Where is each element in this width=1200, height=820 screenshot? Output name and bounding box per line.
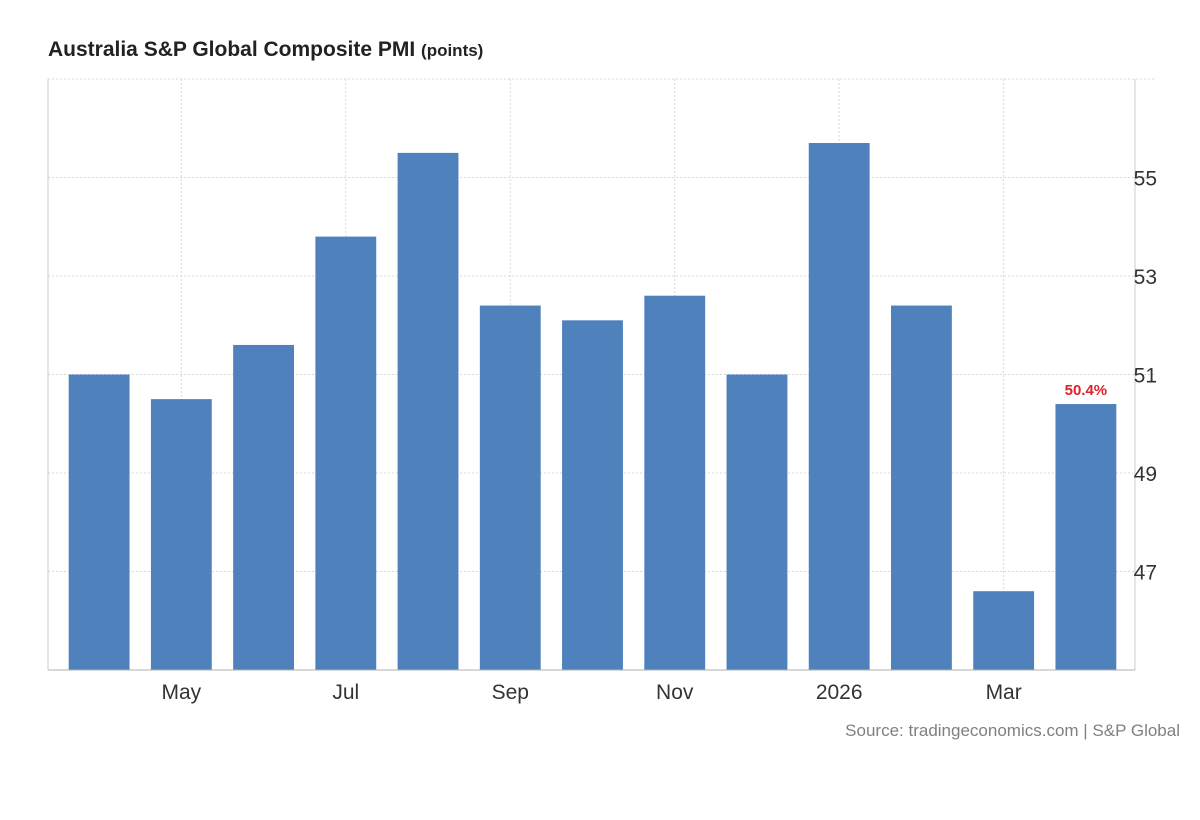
bar-2025-08[interactable] [397, 152, 459, 671]
y-tick-label: 49 [1134, 463, 1157, 486]
y-tick-label: 51 [1134, 365, 1157, 388]
y-tick-label: 55 [1134, 168, 1157, 191]
chart-title-text: Australia S&P Global Composite PMI [48, 38, 416, 61]
y-tick-label: 47 [1134, 562, 1157, 585]
bar-2025-09[interactable] [479, 305, 541, 670]
x-tick-label: Sep [492, 681, 529, 704]
labels: 47 49 51 53 55 May Jul Sep Nov 2026 Mar 50.4% [162, 168, 1157, 705]
bars [68, 143, 1117, 671]
chart-title: Australia S&P Global Composite PMI (poin… [48, 38, 483, 62]
bar-2025-12[interactable] [726, 374, 788, 671]
bar-2025-07[interactable] [315, 236, 377, 670]
bar-2026-02[interactable] [891, 305, 952, 670]
bar-2025-10[interactable] [562, 320, 623, 670]
chart-unit: (points) [421, 41, 484, 60]
bar-2025-05[interactable] [150, 399, 212, 671]
y-tick-label: 53 [1134, 266, 1157, 289]
x-tick-label: 2026 [816, 681, 863, 704]
bar-2026-01[interactable] [808, 143, 870, 670]
last-value-label: 50.4% [1065, 382, 1108, 399]
x-tick-label: Mar [986, 681, 1022, 704]
bar-chart: 47 49 51 53 55 May Jul Sep Nov 2026 Mar 50.4% [47, 78, 1157, 705]
bar-2025-04[interactable] [68, 374, 130, 671]
x-tick-label: May [162, 681, 202, 704]
x-tick-label: Nov [656, 681, 694, 704]
axes [47, 79, 1136, 671]
bar-2025-11[interactable] [644, 295, 706, 670]
x-tick-label: Jul [332, 681, 359, 704]
source-note: Source: tradingeconomics.com | S&P Globa… [845, 721, 1180, 740]
bar-2026-03[interactable] [973, 591, 1035, 670]
bar-2026-04[interactable] [1055, 404, 1117, 670]
bar-2025-06[interactable] [233, 344, 294, 670]
